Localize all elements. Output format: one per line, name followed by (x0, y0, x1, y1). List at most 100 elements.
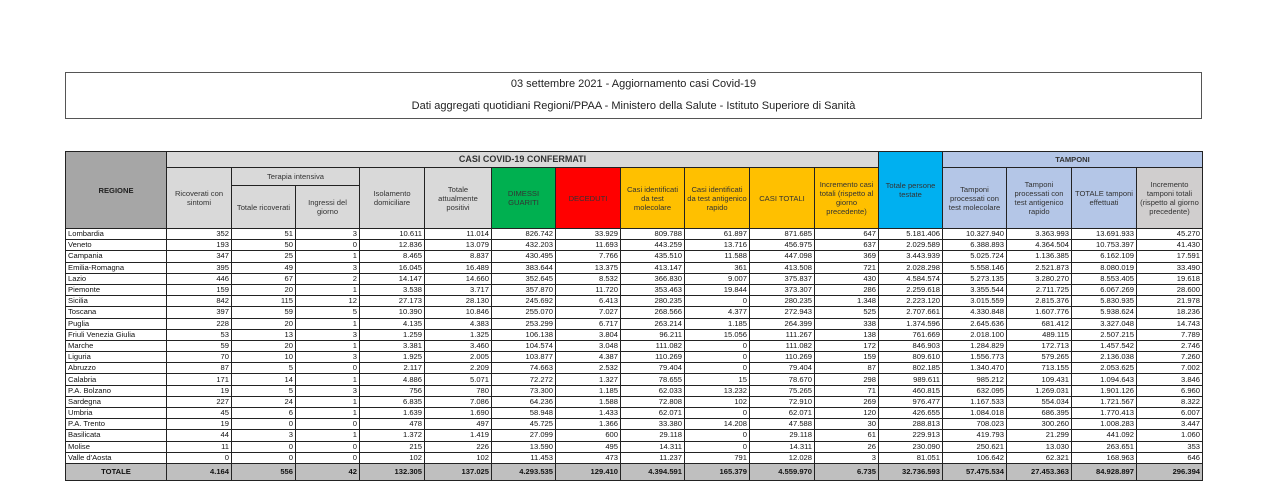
cell-value: 2.507.215 (1071, 328, 1137, 341)
cell-value: 245.692 (491, 295, 556, 308)
cell-value: 172 (814, 339, 879, 353)
cell-value: 5.025.724 (942, 250, 1007, 263)
cell-value: 62.033 (620, 384, 685, 397)
cell-value: 495 (555, 440, 621, 453)
cell-value: 64.236 (491, 395, 556, 409)
cell-value: 45 (166, 406, 232, 420)
cell-value: 791 (684, 451, 750, 464)
cell-value: 10.846 (424, 306, 492, 319)
cell-value: 3.015.559 (942, 295, 1007, 308)
cell-value: 61 (814, 429, 879, 442)
header-regione: REGIONE (65, 151, 167, 229)
region-name: Molise (65, 440, 167, 453)
cell-value: 229.913 (878, 429, 943, 442)
cell-value: 11.453 (491, 451, 556, 464)
cell-value: 75.265 (749, 384, 815, 397)
cell-value: 809.788 (620, 227, 685, 241)
cell-value: 2.018.100 (942, 328, 1007, 341)
cell-value: 1 (295, 283, 360, 297)
cell-value: 2.053.625 (1071, 362, 1137, 375)
cell-value: 102 (359, 451, 425, 464)
cell-value: 74.663 (491, 362, 556, 375)
cell-value: 3 (231, 429, 296, 442)
header-casi-totali: CASI TOTALI (749, 167, 815, 229)
cell-value: 272.943 (749, 306, 815, 319)
cell-value: 5 (231, 384, 296, 397)
cell-value: 14 (231, 373, 296, 386)
region-name: TOTALE (65, 462, 167, 481)
cell-value: 0 (231, 418, 296, 431)
cell-value: 62.071 (749, 406, 815, 420)
header-attualmente-positivi: Totale attualmente positivi (424, 167, 492, 229)
cell-value: 168.963 (1071, 451, 1137, 464)
cell-value: 84.928.897 (1071, 462, 1137, 481)
cell-value: 3.280.270 (1006, 272, 1072, 285)
cell-value: 2.117 (359, 362, 425, 375)
cell-value: 11.693 (555, 239, 621, 252)
cell-value: 16.489 (424, 261, 492, 274)
cell-value: 976.477 (878, 395, 943, 409)
cell-value: 296.394 (1135, 462, 1204, 481)
cell-value: 41.430 (1135, 239, 1204, 252)
cell-value: 14.660 (424, 272, 492, 285)
cell-value: 357.870 (491, 283, 556, 297)
cell-value: 11 (166, 440, 232, 453)
cell-value: 1 (295, 339, 360, 353)
cell-value: 1.690 (424, 406, 492, 420)
cell-value: 443.259 (620, 239, 685, 252)
cell-value: 12.028 (749, 451, 815, 464)
region-name: Valle d'Aosta (65, 451, 167, 464)
cell-value: 5.071 (424, 373, 492, 386)
cell-value: 6 (231, 406, 296, 420)
cell-value: 11.014 (424, 227, 492, 241)
covid-data-table: REGIONE CASI COVID-19 CONFERMATI Totale … (65, 151, 1204, 481)
cell-value: 264.399 (749, 317, 815, 330)
cell-value: 19 (166, 384, 232, 397)
cell-value: 110.269 (620, 351, 685, 364)
cell-value: 13.716 (684, 239, 750, 252)
cell-value: 1.325 (424, 328, 492, 341)
cell-value: 227 (166, 395, 232, 409)
cell-value: 5 (231, 362, 296, 375)
cell-value: 2.707.661 (878, 306, 943, 319)
table-row: Basilicata 44 3 1 1.372 1.419 27.099 600 29.118 0… (65, 429, 1204, 442)
cell-value: 780 (424, 384, 492, 397)
cell-value: 13.590 (491, 440, 556, 453)
cell-value: 58.948 (491, 406, 556, 420)
cell-value: 5.273.135 (942, 272, 1007, 285)
cell-value: 20 (231, 339, 296, 353)
cell-value: 263.651 (1071, 440, 1137, 453)
cell-value: 11.720 (555, 283, 621, 297)
table-row: P.A. Trento 19 0 0 478 497 45.725 1.366 33.380 14… (65, 418, 1204, 431)
cell-value: 172.713 (1006, 339, 1072, 353)
cell-value: 3.538 (359, 283, 425, 297)
cell-value: 61.897 (684, 227, 750, 241)
cell-value: 1.588 (555, 395, 621, 409)
cell-value: 0 (684, 406, 750, 420)
header-terapia-intensiva: Terapia intensiva (231, 167, 360, 186)
cell-value: 489.115 (1006, 328, 1072, 341)
cell-value: 53 (166, 328, 232, 341)
cell-value: 4.394.591 (620, 462, 685, 481)
cell-value: 1.770.413 (1071, 406, 1137, 420)
cell-value: 110.269 (749, 351, 815, 364)
cell-value: 395 (166, 261, 232, 274)
cell-value: 2.223.120 (878, 295, 943, 308)
cell-value: 430 (814, 272, 879, 285)
cell-value: 78.670 (749, 373, 815, 386)
header-incremento-casi: Incremento casi totali (rispetto al gior… (814, 167, 879, 229)
cell-value: 3 (295, 384, 360, 397)
cell-value: 383.644 (491, 261, 556, 274)
report-subtitle: Dati aggregati quotidiani Regioni/PPAA -… (411, 100, 856, 112)
cell-value: 298 (814, 373, 879, 386)
cell-value: 102 (684, 395, 750, 409)
table-row: Piemonte 159 20 1 3.538 3.717 357.870 11.720 353… (65, 283, 1204, 297)
cell-value: 1.419 (424, 429, 492, 442)
cell-value: 10.611 (359, 227, 425, 241)
header-deceduti: DECEDUTI (555, 167, 621, 229)
cell-value: 556 (231, 462, 296, 481)
cell-value: 397 (166, 306, 232, 319)
cell-value: 338 (814, 317, 879, 330)
header-casi-confermati: CASI COVID-19 CONFERMATI (166, 151, 879, 168)
cell-value: 3.443.939 (878, 250, 943, 263)
